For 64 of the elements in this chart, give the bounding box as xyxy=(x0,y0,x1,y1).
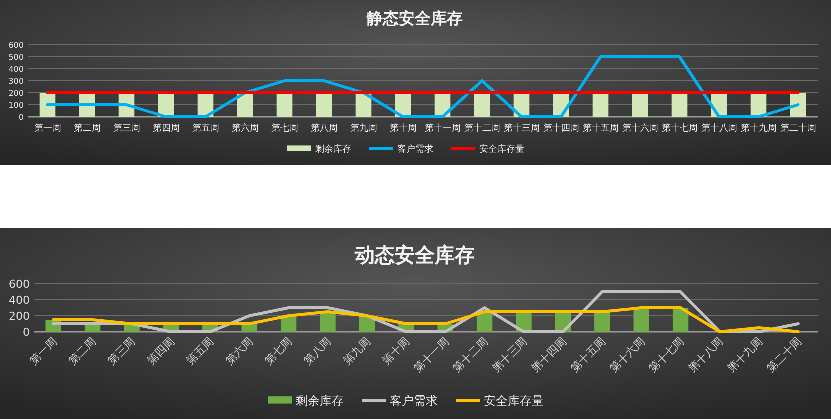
y-tick-label: 600 xyxy=(8,40,24,50)
x-tick-label: 第十四周 xyxy=(529,334,570,376)
x-tick-label: 第四周 xyxy=(144,334,178,368)
x-tick-label: 第八周 xyxy=(310,123,338,134)
x-tick-label: 第二周 xyxy=(74,123,101,134)
y-tick-label: 200 xyxy=(8,88,24,98)
x-tick-label: 第二十周 xyxy=(764,334,805,376)
legend-label: 客户需求 xyxy=(390,394,438,408)
x-tick-label: 第三周 xyxy=(113,123,140,134)
y-tick-label: 0 xyxy=(18,112,24,122)
x-tick-label: 第十五周 xyxy=(582,123,619,134)
x-tick-label: 第十二周 xyxy=(464,123,500,134)
x-tick-label: 第七周 xyxy=(262,334,295,368)
x-tick-label: 第六周 xyxy=(232,123,259,134)
x-tick-label: 第一周 xyxy=(34,123,62,134)
y-tick-label: 100 xyxy=(8,100,24,110)
line-series xyxy=(46,56,800,118)
legend-label: 安全库存量 xyxy=(480,144,524,155)
x-tick-label: 第十周 xyxy=(390,123,417,134)
x-tick-label: 第二周 xyxy=(66,334,99,368)
legend-label: 剩余库存 xyxy=(316,144,352,155)
legend-label: 剩余库存 xyxy=(296,394,344,408)
x-tick-label: 第一周 xyxy=(27,334,60,368)
x-tick-label: 第六周 xyxy=(223,334,256,368)
y-tick-label: 500 xyxy=(8,52,24,62)
x-tick-label: 第十九周 xyxy=(725,334,766,376)
x-tick-label: 第十六周 xyxy=(622,123,658,134)
chart-title: 动态安全库存 xyxy=(354,243,475,267)
x-tick-label: 第十四周 xyxy=(543,123,580,134)
x-tick-label: 第十三周 xyxy=(490,334,530,376)
x-tick-label: 第四周 xyxy=(152,123,180,134)
x-tick-label: 第十七周 xyxy=(662,123,698,134)
y-tick-label: 400 xyxy=(8,64,24,74)
line-series xyxy=(52,306,800,334)
legend-label: 安全库存量 xyxy=(484,394,544,408)
chart-title: 静态安全库存 xyxy=(366,9,463,28)
y-tick-label: 0 xyxy=(23,326,30,339)
x-tick-label: 第十二周 xyxy=(450,334,491,376)
x-tick-label: 第十一周 xyxy=(411,334,452,376)
y-tick-label: 200 xyxy=(9,310,30,323)
x-tick-label: 第五周 xyxy=(184,334,217,368)
bar xyxy=(594,312,610,332)
y-tick-label: 300 xyxy=(8,76,24,86)
x-tick-label: 第十六周 xyxy=(607,334,648,376)
legend-label: 客户需求 xyxy=(398,144,434,155)
x-tick-label: 第九周 xyxy=(340,334,374,368)
x-tick-label: 第十七周 xyxy=(646,334,687,376)
x-tick-label: 第九周 xyxy=(350,123,378,134)
bar xyxy=(634,308,650,332)
x-tick-label: 第二十周 xyxy=(780,123,816,134)
x-tick-label: 第十八周 xyxy=(701,123,738,134)
x-tick-label: 第十一周 xyxy=(424,123,461,134)
x-tick-label: 第五周 xyxy=(192,123,220,134)
x-tick-label: 第十周 xyxy=(380,334,413,368)
x-tick-label: 第十八周 xyxy=(686,334,726,376)
x-tick-label: 第十三周 xyxy=(504,123,540,134)
bar xyxy=(320,312,336,332)
y-tick-label: 600 xyxy=(9,278,30,291)
y-tick-label: 400 xyxy=(9,294,30,307)
x-tick-label: 第七周 xyxy=(271,123,298,134)
x-tick-label: 第八周 xyxy=(302,334,334,368)
x-tick-label: 第三周 xyxy=(106,334,138,368)
x-tick-label: 第十五周 xyxy=(568,334,609,376)
x-tick-label: 第十九周 xyxy=(740,123,777,134)
